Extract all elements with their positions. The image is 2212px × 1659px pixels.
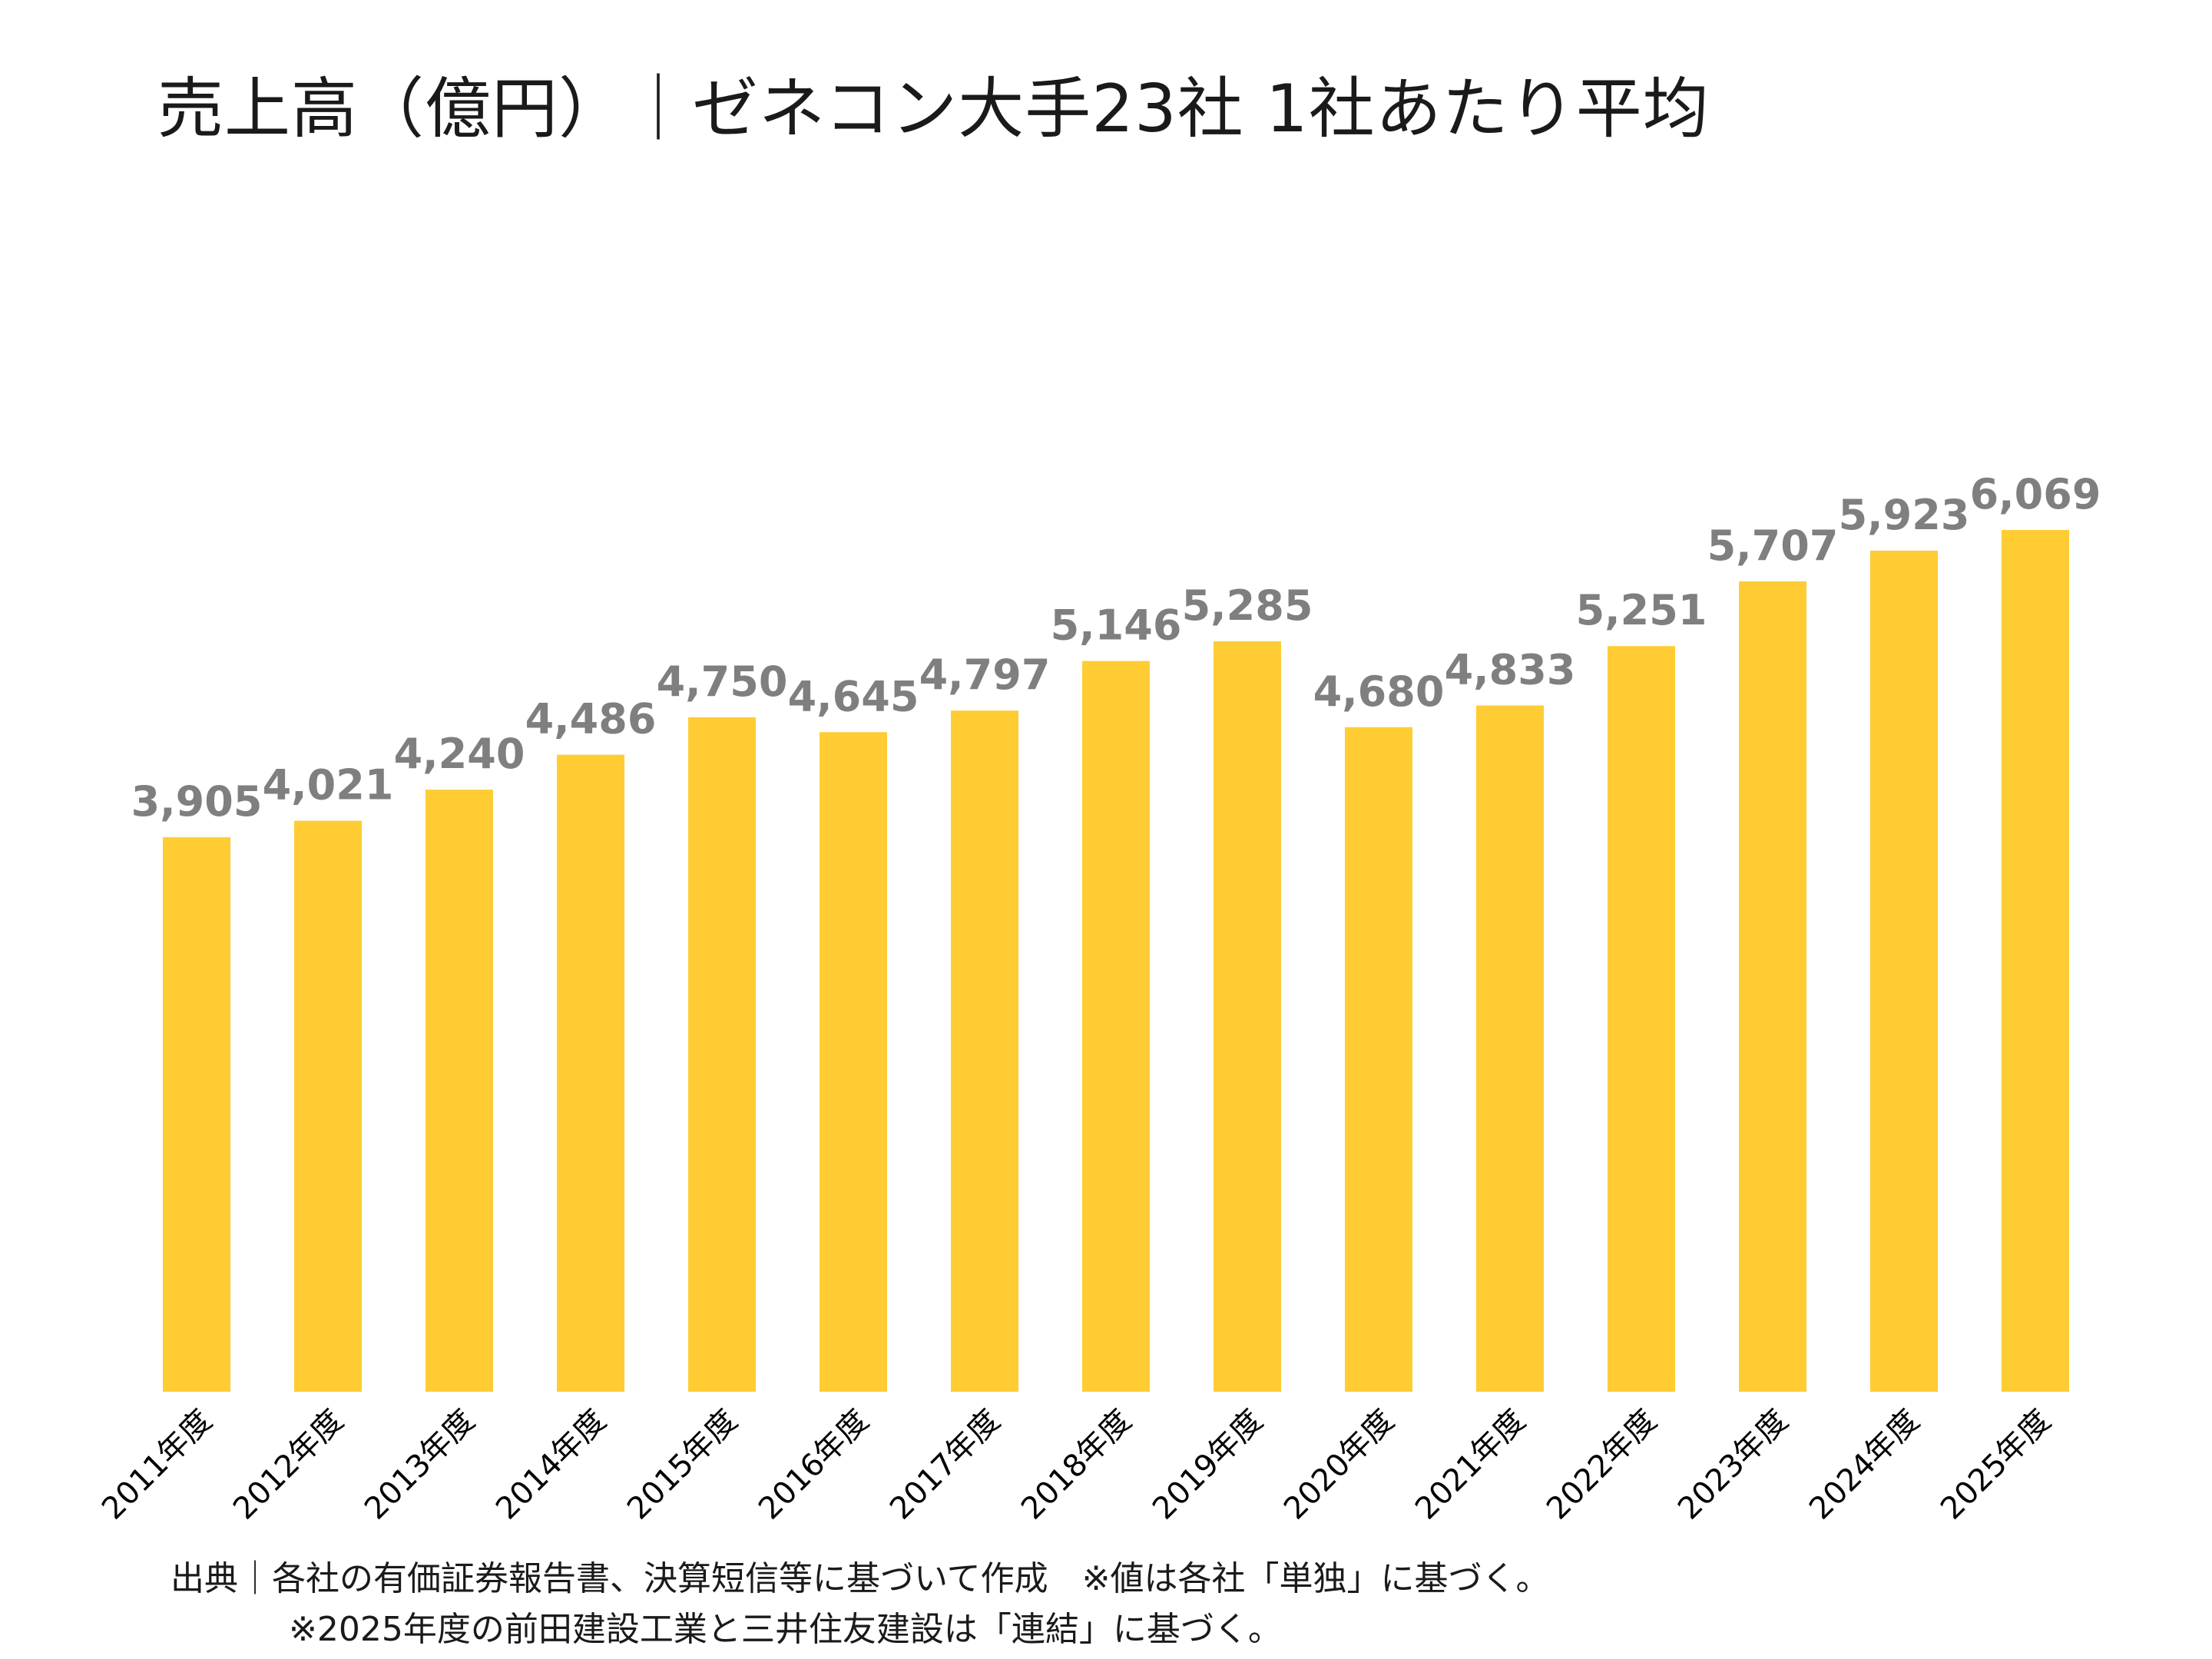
bar-2011年度: [163, 837, 230, 1392]
x-tick-labels-group: 2011年度 2012年度 2013年度 2014年度 2015年度 2016年度 2017…: [95, 1403, 2058, 1527]
x-tick-label: 2023年度: [1671, 1403, 1795, 1527]
chart-title: 売上高（億円）｜ゼネコン大手23社 1社あたり平均: [157, 71, 1710, 147]
x-tick-label: 2022年度: [1540, 1403, 1664, 1527]
bar-2019年度: [1214, 641, 1281, 1392]
x-tick-label: 2025年度: [1934, 1403, 2058, 1527]
data-label: 4,797: [919, 651, 1051, 699]
x-tick-label: 2014年度: [489, 1403, 613, 1527]
data-label: 4,750: [657, 657, 788, 706]
data-label: 6,069: [1970, 470, 2101, 518]
x-tick-label: 2015年度: [621, 1403, 744, 1527]
footnote-source: 出典｜各社の有価証券報告書、決算短信等に基づいて作成 ※値は各社「単独」に基づく…: [171, 1559, 1550, 1598]
data-label: 4,645: [788, 672, 919, 720]
x-tick-label: 2019年度: [1146, 1403, 1270, 1527]
x-tick-label: 2020年度: [1277, 1403, 1401, 1527]
data-label: 5,146: [1051, 601, 1182, 650]
bars-group: [163, 529, 2069, 1392]
data-label: 4,833: [1445, 645, 1576, 694]
data-label: 4,486: [525, 695, 657, 743]
bar-2012年度: [294, 820, 362, 1392]
data-label: 5,251: [1576, 586, 1707, 634]
data-label: 5,923: [1839, 491, 1970, 539]
bar-2013年度: [426, 790, 493, 1392]
data-label: 4,021: [263, 761, 394, 810]
bar-2014年度: [557, 754, 624, 1392]
bar-2015年度: [688, 717, 756, 1392]
x-tick-label: 2013年度: [358, 1403, 482, 1527]
data-label: 5,707: [1707, 522, 1839, 570]
bar-2021年度: [1476, 705, 1544, 1392]
data-label: 5,285: [1182, 581, 1313, 630]
bar-2023年度: [1739, 581, 1806, 1392]
bar-2025年度: [2002, 529, 2069, 1392]
x-tick-label: 2024年度: [1803, 1403, 1926, 1527]
x-tick-label: 2012年度: [227, 1403, 350, 1527]
x-tick-label: 2011年度: [95, 1403, 219, 1527]
data-label: 4,680: [1313, 667, 1445, 716]
bar-2017年度: [951, 710, 1018, 1392]
bar-2020年度: [1345, 727, 1412, 1392]
footnote-consolidated: ※2025年度の前田建設工業と三井住友建設は「連結」に基づく。: [289, 1610, 1282, 1649]
bar-2018年度: [1082, 661, 1150, 1392]
x-tick-label: 2017年度: [883, 1403, 1007, 1527]
x-tick-label: 2016年度: [752, 1403, 876, 1527]
data-label: 4,240: [394, 730, 525, 778]
data-label: 3,905: [131, 777, 263, 826]
x-tick-label: 2021年度: [1409, 1403, 1532, 1527]
x-tick-label: 2018年度: [1015, 1403, 1138, 1527]
bar-2016年度: [820, 732, 887, 1392]
bar-2022年度: [1608, 646, 1675, 1392]
bar-2024年度: [1870, 550, 1938, 1392]
